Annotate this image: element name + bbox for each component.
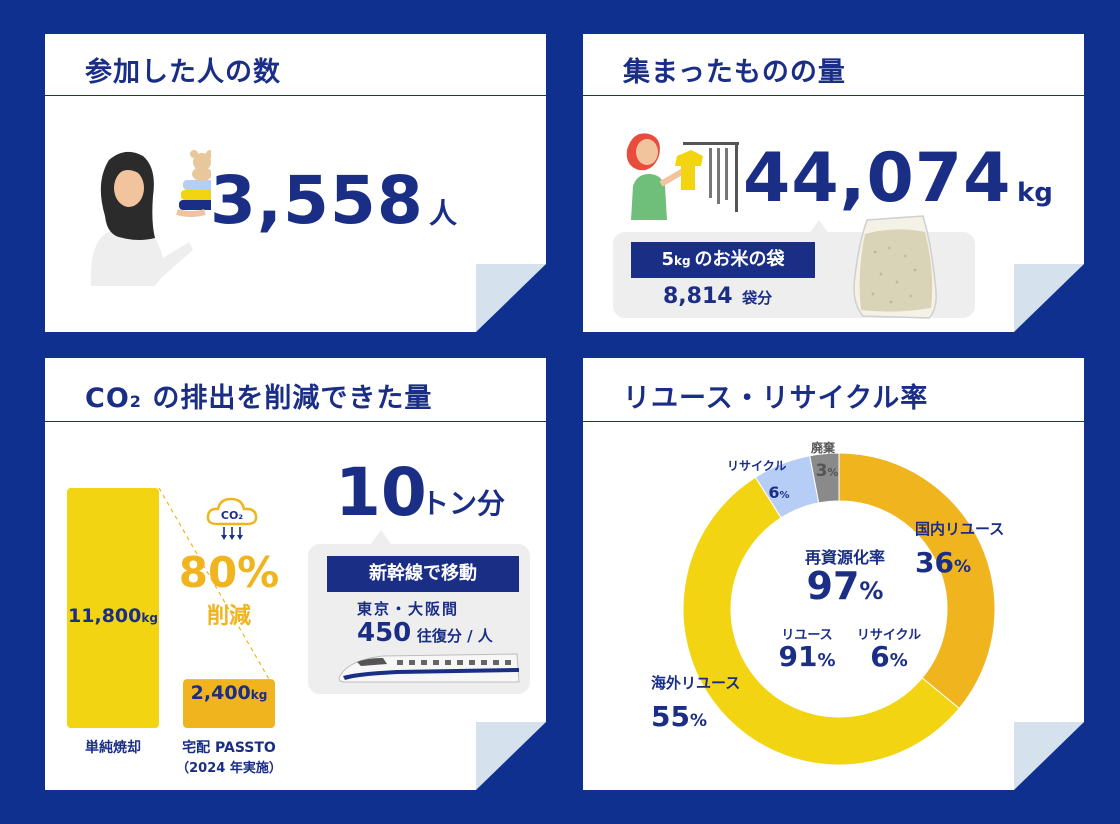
slice-label: リサイクル: [727, 459, 786, 473]
participants-card: 参加した人の数 3,558 人: [45, 34, 546, 332]
co2-title-sub: 2: [129, 392, 142, 411]
collected-title: 集まったものの量: [623, 57, 846, 88]
collected-amount: 44,074: [743, 139, 1012, 218]
collected-card: 集まったものの量 44,074 kg 5kg のお米の袋 8,814 袋分: [583, 34, 1084, 332]
rice-tag-unit: kg: [673, 254, 691, 268]
page-curl-decoration: [1014, 264, 1084, 332]
rates-title: リユース・リサイクル率: [623, 383, 929, 414]
slice-label: 海外リユース: [651, 674, 740, 692]
rates-card: リユース・リサイクル率 国内リユース 36% 海外リユース 55% リサイクル 6% 廃棄 3…: [583, 358, 1084, 790]
donut-slice: [809, 452, 840, 504]
co2-title-prefix: CO: [85, 383, 130, 414]
bar-category-label: 宅配 PASSTO: [182, 739, 276, 756]
bubble-pointer: [371, 530, 391, 544]
woman-with-clothes-icon: [90, 150, 211, 286]
rice-bag-tag: 5kg のお米の袋: [631, 242, 815, 278]
center-pct: %: [859, 577, 884, 605]
sub-recycle-row: 6%: [845, 640, 933, 673]
sub-recycle-value: 6: [870, 640, 890, 673]
tons-unit: トン分: [421, 487, 506, 520]
page-curl-decoration: [476, 722, 546, 790]
sub-recycle-label: リサイクル: [856, 628, 922, 643]
rice-bag-count: 8,814: [663, 284, 733, 309]
bubble-pointer: [809, 220, 829, 234]
slice-label: 国内リユース: [915, 520, 1004, 538]
slice-value: 3%: [816, 461, 839, 481]
woman-with-clothes-rack-icon: [626, 133, 739, 220]
participants-count: 3,558: [210, 162, 424, 239]
trips-row: 450 往復分 / 人: [357, 618, 493, 648]
sub-recycle-pct: %: [889, 650, 908, 671]
participants-title: 参加した人の数: [85, 57, 281, 88]
slice-value-pct: %: [954, 557, 971, 577]
bar-value-unit: kg: [251, 688, 268, 702]
slice-value-pct: %: [827, 466, 838, 479]
collected-card-header: 集まったものの量: [583, 34, 1084, 96]
rice-tag-num: 5: [661, 249, 674, 270]
reduction-percent: 80%: [178, 548, 280, 597]
center-value: 97: [806, 564, 860, 608]
route-label: 東京・大阪間: [357, 600, 460, 618]
bar-category-label: 単純焼却: [85, 739, 141, 756]
bar-category-sublabel: （2024 年実施）: [176, 760, 282, 776]
bar-value-label: 2,400kg: [191, 682, 268, 704]
slice-value: 55%: [651, 700, 707, 733]
bar-incineration: [67, 488, 159, 728]
participants-card-header: 参加した人の数: [45, 34, 546, 96]
trips-unit: 往復分 / 人: [416, 627, 493, 645]
co2-title-rest: の排出を削減できた量: [141, 383, 433, 414]
participants-unit: 人: [429, 197, 458, 230]
slice-value-pct: %: [780, 490, 790, 501]
sub-reuse-label: リユース: [781, 628, 833, 643]
rice-bag-count-row: 8,814 袋分: [663, 284, 772, 309]
sub-reuse-value: 91: [778, 640, 818, 673]
donut-slice: [838, 452, 996, 710]
co2-card-header: CO2 の排出を削減できた量: [45, 358, 546, 422]
bar-passto: [183, 679, 275, 728]
bar-value-label: 11,800kg: [68, 605, 158, 627]
train-tag: 新幹線で移動: [327, 556, 519, 592]
tons-value: 10: [335, 454, 427, 531]
sub-reuse-pct: %: [817, 650, 836, 671]
shinkansen-train-icon: [338, 653, 520, 683]
page-curl-decoration: [476, 264, 546, 332]
collected-unit: kg: [1017, 178, 1053, 208]
co2-cloud-icon: CO₂: [206, 497, 258, 540]
co2-card: CO2 の排出を削減できた量 11,800kg 2,400kg 単純焼却 宅配 PAS…: [45, 358, 546, 790]
rice-bag-count-unit: 袋分: [742, 289, 773, 307]
sub-reuse-row: 91%: [763, 640, 851, 673]
co2-bar-chart: 11,800kg 2,400kg 単純焼却 宅配 PASSTO （2024 年実施）: [67, 487, 282, 776]
slice-value-pct: %: [690, 711, 707, 731]
donut-slice: [682, 476, 960, 766]
rice-tag-text: のお米の袋: [694, 249, 785, 270]
bar-value-unit: kg: [141, 611, 158, 625]
co2-title: CO2 の排出を削減できた量: [85, 376, 432, 415]
trips-value: 450: [357, 618, 412, 648]
page-curl-decoration: [1014, 722, 1084, 790]
cloud-label: CO₂: [221, 509, 243, 522]
rates-card-header: リユース・リサイクル率: [583, 358, 1084, 422]
reduction-label: 削減: [206, 604, 251, 629]
rice-bag-icon: [853, 215, 937, 319]
center-value-row: 97%: [785, 564, 905, 608]
slice-label: 廃棄: [811, 440, 836, 455]
center-label: 再資源化率: [804, 548, 885, 567]
